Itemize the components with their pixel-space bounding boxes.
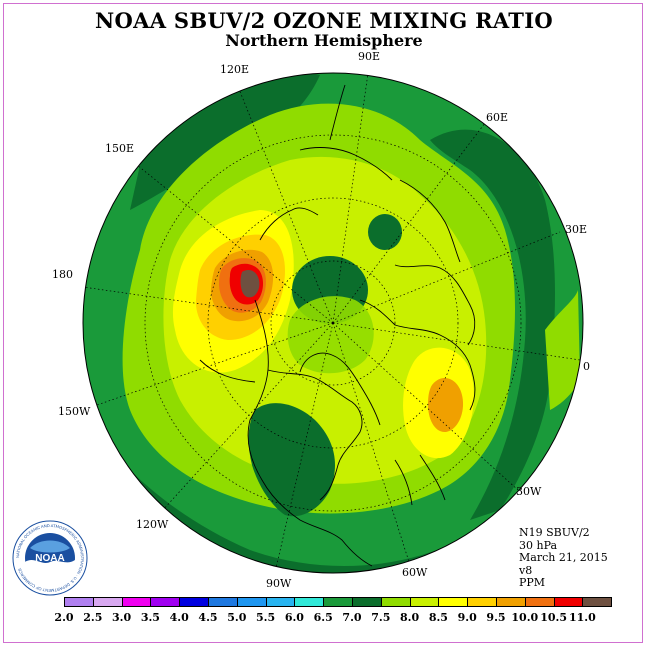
lon-label-180: 180 — [52, 268, 73, 281]
ozone-field-dark-east — [430, 129, 555, 521]
ozone-field-light-east — [545, 290, 580, 410]
lon-label-60e: 60E — [486, 111, 509, 124]
figure-frame — [3, 3, 643, 643]
legend-swatch — [323, 597, 353, 607]
legend-swatch — [524, 597, 555, 607]
legend-label: 8.5 — [428, 611, 448, 624]
noaa-logo: NOAA NATIONAL OCEANIC AND ATMOSPHERIC AD… — [12, 520, 88, 596]
legend-label: 6.5 — [313, 611, 333, 624]
legend-swatch — [150, 597, 181, 607]
legend-label: 10.5 — [540, 611, 567, 624]
legend-swatch — [265, 597, 296, 607]
legend-label: 9.5 — [486, 611, 506, 624]
lon-label-90e: 90E — [358, 50, 381, 63]
graticule — [83, 73, 581, 569]
lon-label-150e: 150E — [105, 142, 135, 155]
ozone-field-dark-america — [248, 403, 335, 517]
legend-label: 4.0 — [169, 611, 189, 624]
legend-label: 11.0 — [568, 611, 596, 624]
legend-swatch — [179, 597, 209, 607]
legend-label: 4.5 — [198, 611, 218, 624]
legend-label: 5.5 — [256, 611, 276, 624]
lon-label-120w: 120W — [136, 518, 169, 531]
legend-swatch — [352, 597, 382, 607]
lon-label-30w: 30W — [516, 485, 542, 498]
lon-label-120e: 120E — [220, 63, 250, 76]
legend-swatch — [467, 597, 497, 607]
ozone-field-9-0-east — [428, 377, 464, 433]
legend-swatch — [121, 597, 152, 607]
info-pressure: 30 hPa — [519, 538, 558, 552]
legend-swatch — [92, 597, 123, 607]
info-date: March 21, 2015 — [519, 551, 608, 564]
legend-label: 5.0 — [227, 611, 247, 624]
globe-outline — [82, 72, 584, 574]
legend-label: 8.0 — [400, 611, 420, 624]
legend-swatch — [409, 597, 440, 607]
ozone-field-11-0 — [240, 269, 260, 298]
info-version: v8 — [519, 563, 533, 577]
legend-swatch — [496, 597, 526, 607]
legend-swatch — [380, 597, 411, 607]
legend-label: 2.0 — [54, 611, 74, 624]
legend-label: 3.5 — [140, 611, 160, 624]
lon-label-150w: 150W — [58, 405, 91, 418]
legend-label: 2.5 — [83, 611, 103, 624]
legend-label: 6.0 — [284, 611, 304, 624]
legend-swatch — [553, 597, 584, 607]
lon-label-90w: 90W — [266, 577, 292, 590]
legend-swatch — [64, 597, 94, 607]
legend-label: 10.0 — [511, 611, 539, 624]
legend-label: 3.0 — [112, 611, 132, 624]
legend-label: 7.0 — [342, 611, 362, 624]
ozone-field-dark-small — [368, 214, 402, 250]
legend-swatch — [582, 597, 613, 607]
coastlines — [199, 84, 476, 567]
noaa-logo-text: NOAA — [35, 553, 64, 564]
lon-label-60w: 60W — [402, 566, 428, 579]
info-units: PPM — [519, 576, 546, 589]
legend-swatch — [438, 597, 469, 607]
info-satellite: N19 SBUV/2 — [519, 526, 590, 539]
lon-label-0: 0 — [583, 360, 590, 373]
legend-swatch — [208, 597, 238, 607]
legend-swatch — [294, 597, 325, 607]
legend-label: 7.5 — [371, 611, 391, 624]
lon-label-30e: 30E — [565, 223, 588, 236]
legend-swatch — [236, 597, 267, 607]
product-info: N19 SBUV/2 30 hPa March 21, 2015 v8 PPM — [519, 526, 608, 590]
page-title: NOAA SBUV/2 OZONE MIXING RATIO — [95, 8, 553, 33]
page-subtitle: Northern Hemisphere — [225, 31, 423, 50]
legend-label: 9.0 — [457, 611, 477, 624]
